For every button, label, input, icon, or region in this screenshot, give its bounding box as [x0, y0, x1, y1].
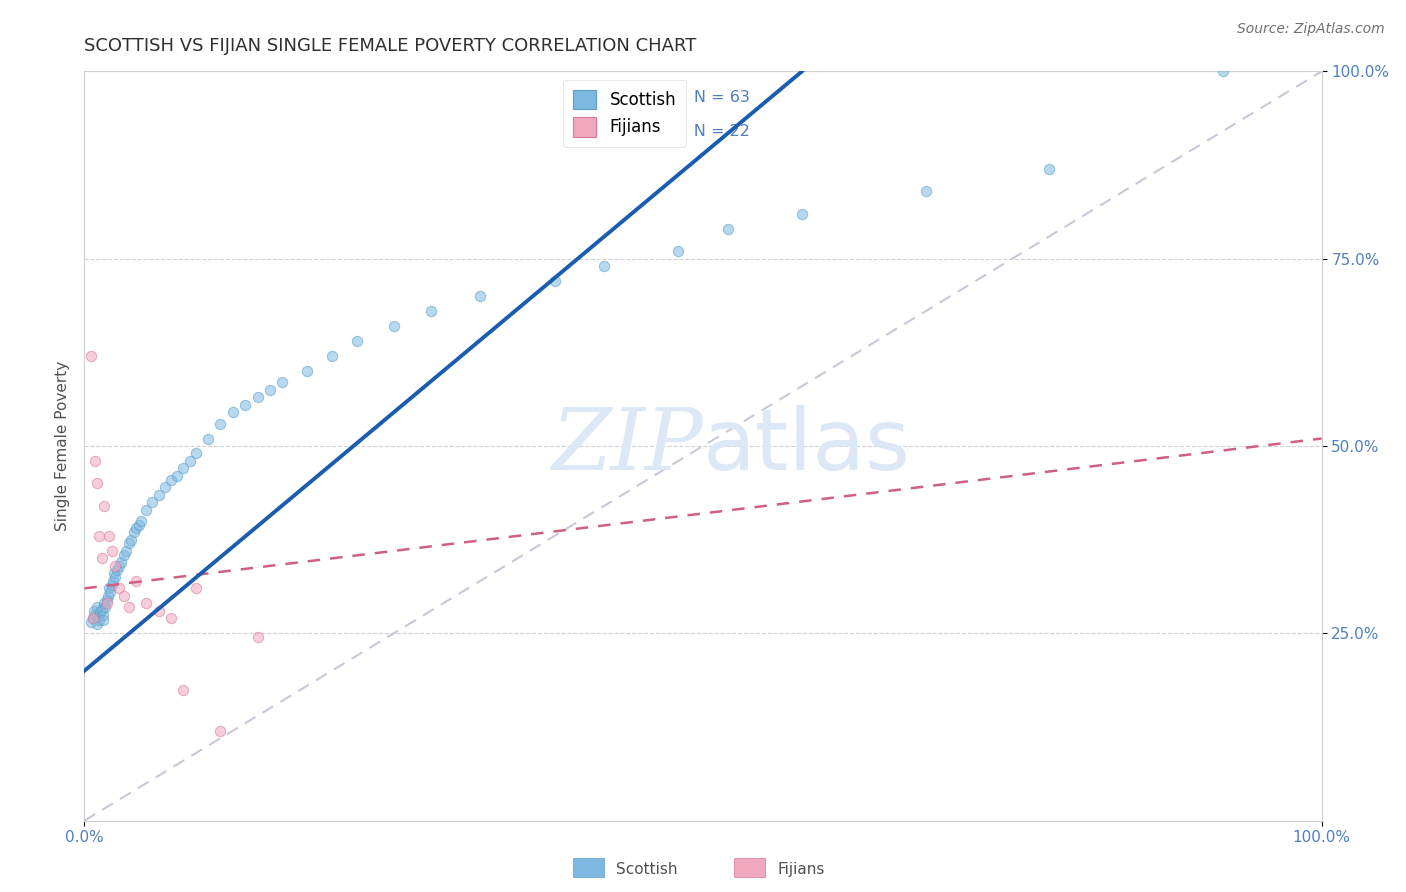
Point [717, 221, 740, 235]
Point [104, 558, 127, 573]
Point [110, 555, 132, 569]
Point [209, 723, 232, 738]
Point [89, 613, 111, 627]
Point [382, 319, 405, 334]
Point [222, 405, 245, 419]
Point [295, 364, 318, 378]
Point [98, 582, 121, 596]
Point [84, 454, 107, 468]
FancyBboxPatch shape [734, 858, 765, 877]
Point [233, 398, 256, 412]
Point [790, 207, 813, 221]
Point [103, 566, 125, 581]
Point [1038, 161, 1060, 176]
Point [148, 488, 170, 502]
Point [184, 446, 207, 460]
Point [104, 570, 127, 584]
Point [93, 499, 115, 513]
Point [419, 304, 441, 318]
Point [79, 615, 101, 629]
Point [108, 582, 131, 596]
Point [593, 259, 616, 273]
Text: R = 0.239   N = 22: R = 0.239 N = 22 [598, 124, 749, 139]
Point [115, 544, 138, 558]
Point [86, 600, 108, 615]
Point [118, 600, 141, 615]
Point [209, 417, 232, 431]
Point [86, 617, 108, 632]
Point [184, 582, 207, 596]
Point [79, 349, 101, 363]
Point [148, 604, 170, 618]
Point [166, 469, 188, 483]
Point [89, 605, 111, 619]
Point [91, 607, 114, 622]
Y-axis label: Single Female Poverty: Single Female Poverty [55, 361, 70, 531]
Point [94, 600, 117, 615]
Point [153, 480, 176, 494]
Point [135, 596, 157, 610]
Point [90, 551, 112, 566]
Point [179, 454, 201, 468]
Point [122, 525, 145, 540]
Point [197, 432, 219, 446]
Point [246, 390, 269, 404]
Point [97, 589, 120, 603]
Point [100, 577, 122, 591]
Text: R = 0.660   N = 63: R = 0.660 N = 63 [598, 90, 749, 105]
Point [271, 376, 294, 390]
Point [120, 533, 142, 547]
Point [112, 548, 135, 562]
Point [1212, 64, 1234, 78]
Point [84, 607, 107, 622]
Point [160, 611, 183, 625]
Text: ZIP: ZIP [551, 405, 703, 487]
Point [346, 334, 368, 348]
Text: Fijians: Fijians [778, 862, 824, 877]
Point [82, 611, 104, 625]
Point [914, 184, 936, 198]
Point [86, 476, 108, 491]
Point [89, 529, 111, 543]
Point [91, 613, 114, 627]
Point [100, 544, 122, 558]
Point [112, 589, 135, 603]
Point [470, 289, 492, 303]
Text: SCOTTISH VS FIJIAN SINGLE FEMALE POVERTY CORRELATION CHART: SCOTTISH VS FIJIAN SINGLE FEMALE POVERTY… [84, 37, 697, 54]
Point [101, 574, 124, 588]
Point [321, 349, 343, 363]
Point [141, 495, 163, 509]
Legend: Scottish, Fijians: Scottish, Fijians [562, 79, 686, 146]
Point [82, 611, 104, 625]
Text: Source: ZipAtlas.com: Source: ZipAtlas.com [1237, 22, 1385, 37]
FancyBboxPatch shape [574, 858, 605, 877]
Point [246, 630, 269, 644]
Point [125, 574, 148, 588]
Point [172, 461, 194, 475]
Point [160, 473, 183, 487]
Point [172, 682, 194, 697]
Point [259, 383, 281, 397]
Point [118, 536, 141, 550]
Point [83, 604, 105, 618]
Point [125, 521, 148, 535]
Point [96, 592, 118, 607]
Point [98, 585, 121, 599]
Point [543, 274, 565, 288]
Point [93, 596, 115, 610]
Point [87, 610, 110, 624]
Point [96, 596, 118, 610]
Point [90, 602, 112, 616]
Point [98, 529, 121, 543]
Point [108, 558, 131, 573]
Point [666, 244, 689, 259]
Point [128, 517, 150, 532]
Point [105, 563, 128, 577]
Text: Scottish: Scottish [616, 862, 678, 877]
Text: atlas: atlas [703, 404, 911, 488]
Point [129, 514, 152, 528]
Point [135, 502, 157, 516]
